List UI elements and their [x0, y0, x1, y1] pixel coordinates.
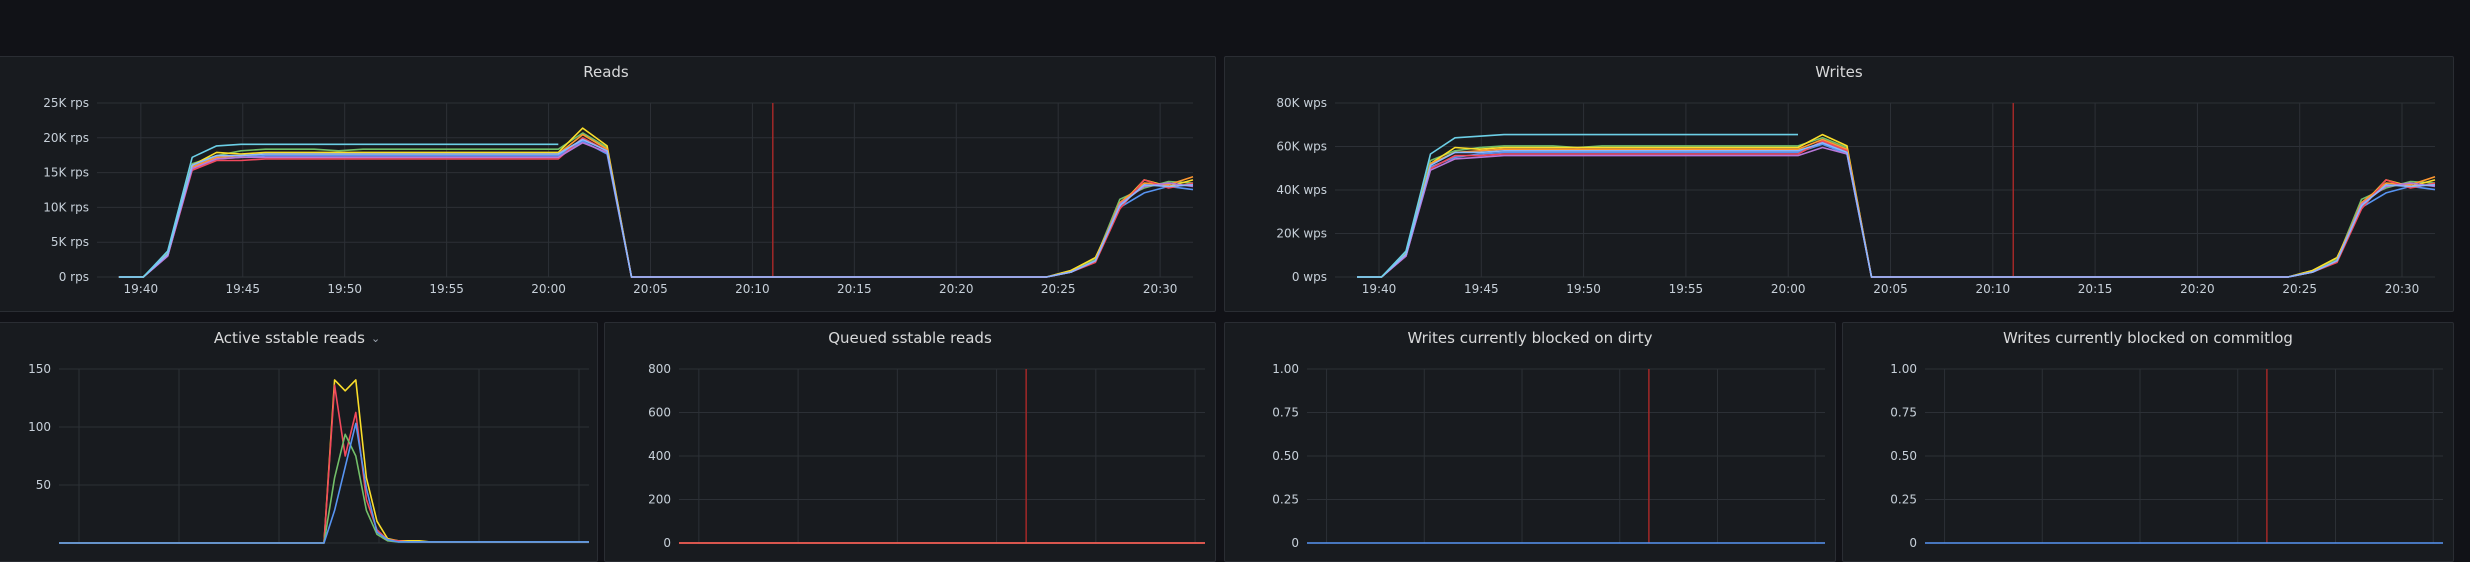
series-line: [59, 379, 589, 544]
x-tick-label: 19:50: [1566, 282, 1601, 296]
y-tick-label: 80K wps: [1276, 96, 1327, 110]
y-tick-label: 10K rps: [43, 200, 89, 214]
series-line: [118, 143, 559, 278]
active-sstable-chart: 50 100 150: [28, 362, 589, 544]
x-tick-label: 20:25: [2282, 282, 2317, 296]
y-tick-label: 50: [36, 478, 51, 492]
series-line: [1357, 133, 1798, 278]
y-tick-label: 400: [648, 449, 671, 463]
active-sstable-title[interactable]: Active sstable reads: [213, 329, 365, 347]
y-tick-label: 15K rps: [43, 166, 89, 180]
y-tick-label: 0 rps: [59, 270, 89, 284]
y-tick-label: 800: [648, 362, 671, 376]
x-tick-label: 19:40: [1362, 282, 1397, 296]
x-tick-label: 19:50: [327, 282, 362, 296]
y-tick-label: 40K wps: [1276, 183, 1327, 197]
series-line: [1357, 138, 2436, 278]
x-tick-label: 20:00: [1771, 282, 1806, 296]
blocked-commitlog-title[interactable]: Writes currently blocked on commitlog: [2003, 329, 2293, 347]
y-tick-label: 150: [28, 362, 51, 376]
x-tick-label: 20:10: [735, 282, 770, 296]
series-line: [118, 138, 1194, 278]
y-tick-label: 0.50: [1272, 449, 1299, 463]
series-line: [59, 433, 589, 544]
x-tick-label: 19:45: [1464, 282, 1499, 296]
x-tick-label: 20:10: [1976, 282, 2011, 296]
y-tick-label: 0: [663, 536, 671, 550]
y-tick-label: 1.00: [1890, 362, 1917, 376]
x-tick-label: 20:05: [1873, 282, 1908, 296]
x-tick-label: 20:20: [2180, 282, 2215, 296]
y-tick-label: 0 wps: [1292, 270, 1327, 284]
y-tick-label: 60K wps: [1276, 140, 1327, 154]
series-line: [118, 127, 1194, 278]
x-tick-label: 19:45: [225, 282, 260, 296]
reads-chart: 0 rps 5K rps 10K rps 15K rps 20K rps 25K rps 1…: [43, 96, 1194, 296]
y-tick-label: 0.50: [1890, 449, 1917, 463]
y-tick-label: 0.25: [1890, 493, 1917, 507]
y-tick-label: 0: [1291, 536, 1299, 550]
x-tick-label: 20:25: [1041, 282, 1076, 296]
active-sstable-panel: Active sstable reads ⌄ 50 100 150: [0, 322, 598, 562]
x-tick-label: 20:15: [837, 282, 872, 296]
writes-panel-title[interactable]: Writes: [1815, 63, 1863, 81]
y-tick-label: 25K rps: [43, 96, 89, 110]
queued-sstable-chart: 0 200 400 600 800: [648, 362, 1205, 550]
blocked-commitlog-chart: 0 0.25 0.50 0.75 1.00: [1890, 362, 2443, 550]
y-tick-label: 0.75: [1272, 406, 1299, 420]
y-tick-label: 100: [28, 420, 51, 434]
writes-panel: Writes 0 wps 20K wps 40K wps 60K wps 80K wps…: [1224, 56, 2454, 312]
x-tick-label: 19:55: [1669, 282, 1704, 296]
series-line: [118, 140, 1194, 278]
y-tick-label: 600: [648, 406, 671, 420]
reads-panel: Reads 0 rps 5K rps 10K rps 15K rps 20K rps 25…: [0, 56, 1216, 312]
blocked-dirty-title[interactable]: Writes currently blocked on dirty: [1407, 329, 1653, 347]
y-tick-label: 1.00: [1272, 362, 1299, 376]
x-tick-label: 20:30: [2385, 282, 2420, 296]
x-tick-label: 20:30: [1143, 282, 1178, 296]
y-tick-label: 5K rps: [51, 235, 89, 249]
series-line: [1357, 140, 2436, 278]
y-tick-label: 0.75: [1890, 406, 1917, 420]
x-tick-label: 20:20: [939, 282, 974, 296]
series-line: [59, 384, 589, 544]
queued-sstable-panel: Queued sstable reads 0 200 400 600 800: [604, 322, 1216, 562]
x-tick-label: 19:55: [429, 282, 464, 296]
y-tick-label: 20K rps: [43, 131, 89, 145]
series-line: [1357, 143, 2436, 278]
blocked-dirty-panel: Writes currently blocked on dirty 0 0.25 0…: [1224, 322, 1836, 562]
x-tick-label: 20:05: [633, 282, 668, 296]
x-tick-label: 19:40: [124, 282, 159, 296]
queued-sstable-title[interactable]: Queued sstable reads: [828, 329, 992, 347]
series-line: [1357, 137, 2436, 278]
chevron-down-icon[interactable]: ⌄: [370, 332, 381, 345]
writes-chart: 0 wps 20K wps 40K wps 60K wps 80K wps 19:40 19…: [1276, 96, 2436, 296]
reads-panel-title[interactable]: Reads: [583, 63, 629, 81]
y-tick-label: 200: [648, 493, 671, 507]
y-tick-label: 0.25: [1272, 493, 1299, 507]
series-line: [59, 422, 589, 544]
y-tick-label: 0: [1909, 536, 1917, 550]
series-line: [1357, 141, 2436, 278]
y-tick-label: 20K wps: [1276, 227, 1327, 241]
series-line: [118, 141, 1194, 278]
x-tick-label: 20:15: [2078, 282, 2113, 296]
blocked-dirty-chart: 0 0.25 0.50 0.75 1.00: [1272, 362, 1825, 550]
series-line: [1357, 146, 2436, 278]
x-tick-label: 20:00: [531, 282, 566, 296]
